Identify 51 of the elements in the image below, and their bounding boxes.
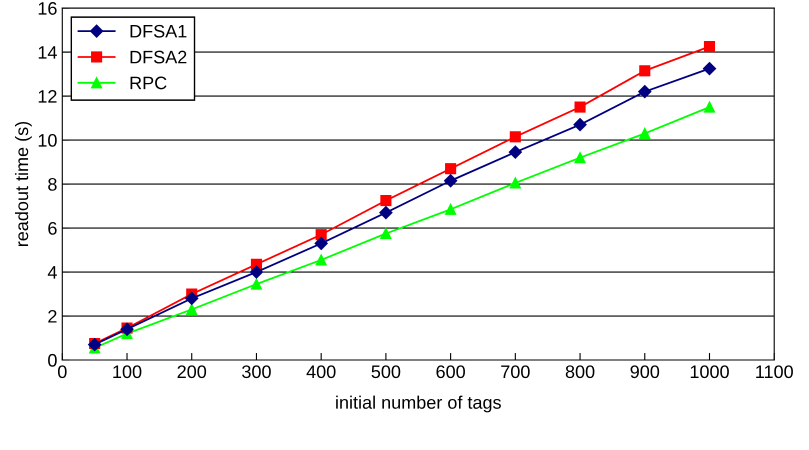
point (380, 194, 392, 206)
y-tick-label: 4 (48, 266, 57, 279)
x-tick-label: 100 (113, 365, 142, 378)
point (574, 102, 586, 113)
point (445, 204, 456, 215)
legend-label: DFSA1 (130, 24, 186, 38)
x-tick-label: 200 (178, 365, 206, 378)
x-tick-label: 800 (566, 365, 594, 378)
point (704, 41, 716, 52)
x-tick-label: 1000 (690, 365, 729, 378)
point (510, 131, 521, 142)
point (314, 236, 328, 250)
x-axis-title: initial number of tags (336, 396, 501, 412)
point (316, 229, 327, 240)
y-tick-label: 10 (38, 134, 57, 147)
x-tick-label: 1100 (756, 365, 793, 378)
point (639, 128, 650, 140)
x-tick-label: 500 (372, 365, 400, 378)
legend-label: DFSA2 (130, 50, 186, 64)
point (510, 177, 521, 189)
x-tick-label: 0 (58, 365, 67, 378)
x-tick-label: 900 (630, 365, 660, 378)
x-tick-label: 700 (501, 365, 530, 378)
point (639, 65, 650, 76)
point (250, 265, 264, 279)
y-tick-label: 2 (48, 310, 57, 323)
y-tick-label: 8 (48, 178, 57, 191)
point (508, 146, 522, 159)
point (185, 292, 198, 306)
point (316, 254, 327, 266)
y-tick-label: 14 (38, 46, 57, 59)
legend-label: RPC (130, 76, 167, 90)
point (444, 174, 458, 188)
point (638, 85, 652, 98)
y-tick-label: 6 (48, 222, 57, 235)
y-tick-label: 16 (38, 2, 57, 15)
point (574, 152, 586, 164)
y-tick-label: 12 (38, 90, 57, 103)
x-tick-label: 300 (242, 365, 271, 378)
point (702, 62, 716, 76)
y-axis-title: readout time (s) (14, 122, 32, 246)
point (380, 228, 392, 240)
y-tick-label: 0 (48, 354, 57, 367)
x-tick-label: 600 (436, 365, 465, 378)
point (445, 163, 456, 174)
point (704, 102, 716, 113)
point (186, 304, 198, 315)
x-tick-label: 400 (306, 365, 336, 378)
point (573, 118, 587, 132)
point (379, 206, 392, 220)
point (250, 278, 262, 290)
